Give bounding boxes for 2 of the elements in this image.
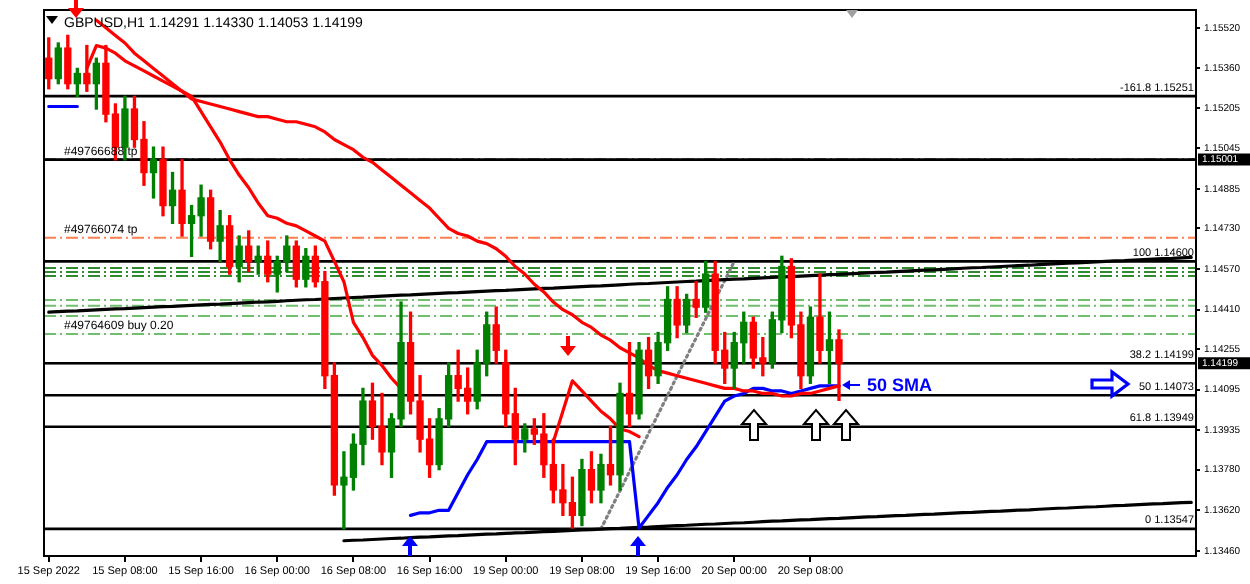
legend-label: 50 SMA xyxy=(866,374,933,395)
line-series xyxy=(599,259,736,531)
